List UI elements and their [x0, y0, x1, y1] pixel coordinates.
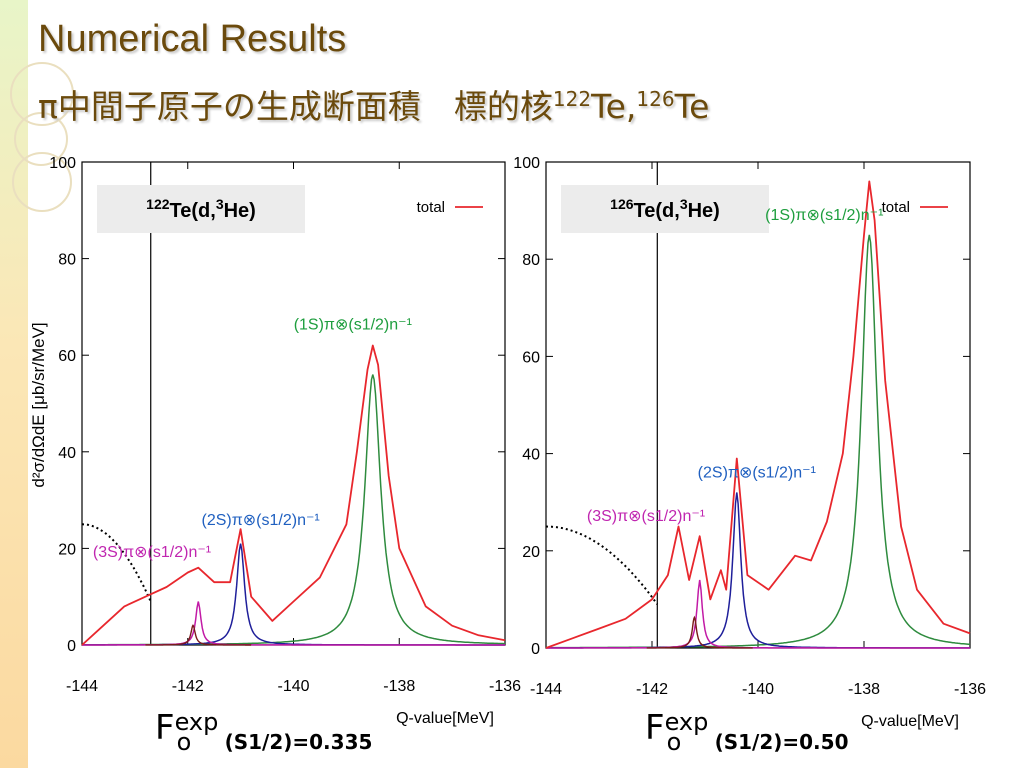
slide-title: Numerical Results: [38, 18, 347, 60]
chart-right-xtick-label-0: -144: [530, 681, 562, 698]
chart-left-xtick-label-0: -144: [66, 678, 98, 695]
subtitle-mass-2: 126: [636, 87, 675, 111]
fexp-right-symbol: F: [645, 708, 665, 748]
chart-right-peak-label-two_s: (2S)π⊗(s1/2)n⁻¹: [698, 464, 816, 481]
chart-left-dotted-curve: [81, 523, 152, 602]
chart-right-ytick-label-0: 0: [531, 641, 540, 658]
chart-right-frame: [545, 161, 971, 649]
chart-right-ytick-label-3: 60: [522, 349, 540, 366]
decor-ring-3: [12, 152, 72, 212]
chart-left-peak-label-three_s: (3S)π⊗(s1/2)n⁻¹: [93, 544, 211, 561]
slide-subtitle: π中間子原子の生成断面積 標的核122Te,126Te: [38, 80, 709, 128]
chart-right-ytick-label-1: 20: [522, 544, 540, 561]
chart-left-frame: [81, 161, 506, 646]
fexp-right-sup: exp: [664, 708, 709, 736]
fexp-right-sub: o: [666, 728, 682, 756]
chart-left-ytick-label-0: 0: [67, 638, 76, 655]
chart-left-peak-label-one_s: (1S)π⊗(s1/2)n⁻¹: [294, 317, 412, 334]
fexp-left-sup: exp: [174, 708, 219, 736]
chart-right-dotted-curve: [545, 525, 659, 605]
chart-right-series-one_s: [546, 234, 971, 649]
chart-right-ytick-label-5: 100: [513, 155, 540, 172]
subtitle-separator: Te,: [591, 87, 637, 126]
chart-left-series-total: [81, 344, 506, 646]
chart-left-ytick-label-1: 20: [58, 541, 76, 558]
chart-right-xtick-label-3: -138: [848, 681, 880, 698]
chart-right-series-deep: [646, 615, 753, 649]
chart-right-series-three_s: [546, 579, 970, 649]
chart-right-xtick-label-2: -140: [742, 681, 774, 698]
chart-left-ytick-label-4: 80: [58, 252, 76, 269]
chart-left-ytick-label-2: 40: [58, 445, 76, 462]
fexp-left-sub: o: [176, 728, 192, 756]
fexp-right-value: (S1/2)=0.50: [714, 730, 849, 754]
chart-right-ytick-label-4: 80: [522, 252, 540, 269]
chart-left-x-axis-label: Q-value[MeV]: [396, 710, 494, 727]
chart-right-legend-total-label: total: [882, 199, 910, 216]
chart-left-ytick-label-3: 60: [58, 348, 76, 365]
subtitle-prefix: π中間子原子の生成断面積 標的核: [38, 87, 553, 126]
chart-right-series-total: [545, 180, 971, 649]
subtitle-mass-1: 122: [552, 87, 592, 111]
chart-left-ytick-label-5: 100: [49, 155, 76, 172]
chart-left-peak-label-two_s: (2S)π⊗(s1/2)n⁻¹: [202, 512, 320, 529]
subtitle-suffix: Te: [674, 87, 710, 126]
fexp-left-symbol: F: [155, 708, 175, 748]
chart-left-xtick-label-2: -140: [277, 678, 309, 695]
chart-left-xtick-label-1: -142: [172, 678, 204, 695]
chart-right-xtick-label-4: -136: [954, 681, 986, 698]
chart-left-series-deep: [145, 624, 252, 646]
chart-right-peak-label-one_s: (1S)π⊗(s1/2)n⁻¹: [765, 207, 883, 224]
chart-right-reaction-label: 126Te(d,3He): [610, 196, 720, 222]
y-axis-label: d²σ/dΩdE [μb/sr/MeV]: [29, 322, 48, 487]
chart-left-reaction-box: [97, 185, 305, 233]
chart-right-ytick-label-2: 40: [522, 447, 540, 464]
chart-left-legend-total-label: total: [417, 199, 445, 216]
chart-right-x-axis-label: Q-value[MeV]: [861, 713, 959, 730]
chart-right-reaction-box: [561, 185, 769, 233]
chart-left-xtick-label-4: -136: [489, 678, 521, 695]
chart-left-series-one_s: [82, 374, 505, 646]
fexp-left-value: (S1/2)=0.335: [224, 730, 373, 754]
chart-right-peak-label-three_s: (3S)π⊗(s1/2)n⁻¹: [587, 508, 705, 525]
chart-right-xtick-label-1: -142: [636, 681, 668, 698]
chart-left-reaction-label: 122Te(d,3He): [146, 196, 256, 222]
chart-left-xtick-label-3: -138: [383, 678, 415, 695]
